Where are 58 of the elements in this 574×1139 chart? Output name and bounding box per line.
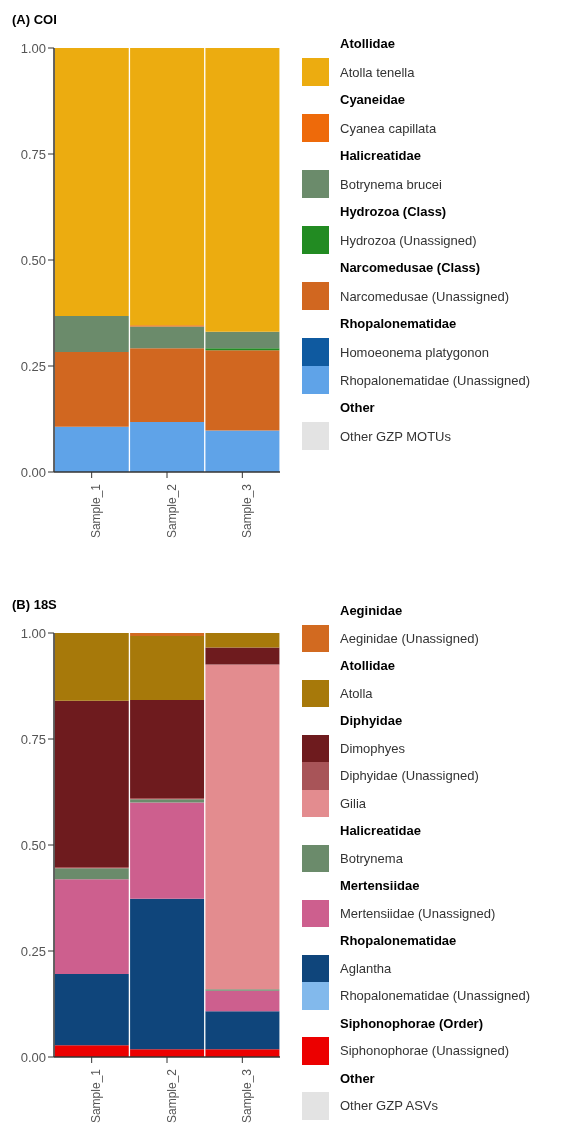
text: Atollidae (339, 657, 396, 675)
y-tick-label: 0.75 (20, 731, 46, 747)
x-tick-label: Sample_3 (239, 1068, 254, 1124)
legend-label: Aglantha (340, 960, 392, 976)
legend-label: Atolla tenella (340, 64, 415, 80)
legend-label: Other GZP MOTUs (340, 428, 451, 444)
legend-label: Diphyidae (Unassigned) (340, 768, 479, 784)
y-tick-label: 0.00 (20, 464, 46, 480)
legend-label: Narcomedusae (Unassigned) (340, 288, 510, 304)
text: Rhopalonematidae (339, 932, 458, 950)
text: Halicreatidae (339, 147, 422, 165)
legend-label: Atolla (340, 685, 373, 701)
bar (205, 664, 280, 990)
x-tick-label: Sample_2 (164, 1068, 179, 1124)
y-tick-label: 0.25 (20, 358, 46, 374)
y-tick-label: 1.00 (20, 625, 46, 641)
text: Hydrozoa (Class) (339, 203, 448, 221)
legend-label: Cyanea capillata (340, 120, 437, 136)
y-tick-label: 0.25 (20, 943, 46, 959)
text: Siphonophorae (Order) (339, 1014, 484, 1033)
text: Diphyidae (339, 712, 404, 730)
y-tick-label: 0.00 (20, 1049, 46, 1065)
y-tick-label: 0.50 (20, 252, 46, 268)
legend-label: Rhopalonematidae (Unassigned) (340, 372, 531, 388)
y-tick-label: 1.00 (20, 40, 46, 56)
legend-label: Other GZP ASVs (340, 1098, 439, 1114)
legend-label: Gilia (340, 795, 367, 811)
text: Atollidae (339, 35, 396, 53)
text: Cyaneidae (339, 91, 407, 109)
text: Halicreatidae (339, 822, 422, 840)
x-tick-label: Sample_1 (89, 1068, 104, 1124)
legend-label: Homoeonema platygonon (340, 344, 489, 360)
legend-label: Botrynema brucei (340, 176, 442, 192)
legend-label: Siphonophorae (Unassigned) (340, 1043, 510, 1059)
y-tick-label: 0.75 (20, 146, 46, 162)
chart-title: (B) 18S (12, 597, 57, 612)
legend-label: Mertensiidae (Unassigned) (340, 905, 496, 921)
bar (205, 647, 280, 665)
bar (205, 990, 280, 1012)
chart-title: (A) COI (12, 12, 57, 27)
legend-label: Botrynema (340, 850, 403, 866)
x-tick-label: Sample_1 (89, 483, 104, 539)
legend-label: Rhopalonematidae (Unassigned) (340, 988, 531, 1004)
text: Mertensiidae (339, 877, 421, 895)
legend-label: Aeginidae (Unassigned) (340, 630, 479, 646)
y-tick-label: 0.50 (20, 837, 46, 853)
bar (54, 868, 129, 880)
legend-label: Hydrozoa (Unassigned) (340, 232, 477, 248)
text: Aeginidae (339, 602, 404, 620)
text: Other (339, 1069, 376, 1088)
bar (130, 633, 205, 636)
text: Rhopalonematidae (339, 315, 458, 333)
bar (205, 348, 280, 351)
text: Other (339, 399, 376, 417)
x-tick-label: Sample_3 (239, 483, 254, 539)
legend-label: Dimophyes (340, 740, 406, 756)
text: Narcomedusae (Class) (339, 259, 482, 277)
x-tick-label: Sample_2 (164, 483, 179, 539)
